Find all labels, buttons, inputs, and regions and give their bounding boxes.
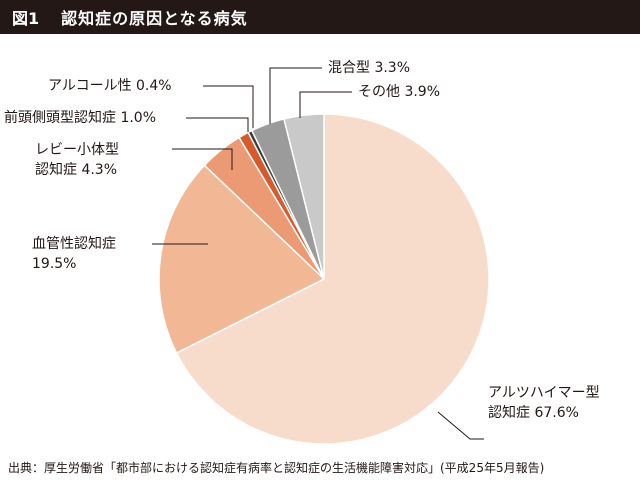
slice-label-3-line-1: レビー小体型 — [35, 142, 119, 158]
leader-line-7 — [299, 91, 352, 118]
source-note: 出典：厚生労働省「都市部における認知症有病率と認知症の生活機能障害対応」(平成2… — [8, 461, 545, 475]
pie-slice-1 — [175, 113, 490, 445]
slice-label-1-line-2: 認知症 67.6% — [488, 404, 579, 421]
figure-number: 図1 — [12, 9, 40, 28]
leader-line-5 — [203, 85, 254, 128]
leader-line-4 — [186, 117, 249, 132]
slice-label-2-line-2: 19.5% — [32, 256, 76, 272]
pie-slice-7 — [283, 113, 325, 280]
leader-line-1 — [437, 411, 484, 440]
figure-title: 認知症の原因となる病気 — [61, 9, 248, 28]
slice-label-7-line-1: その他 3.9% — [358, 84, 440, 100]
slice-label-2-line-1: 血管性認知症 — [32, 235, 116, 252]
title-bar: 図1 認知症の原因となる病気 — [0, 0, 640, 34]
slice-label-1-line-1: アルツハイマー型 — [488, 385, 600, 401]
leader-line-3 — [172, 148, 233, 170]
leader-line-6 — [269, 67, 322, 124]
slice-label-5-line-1: アルコール性 0.4% — [48, 78, 172, 94]
slice-label-3-line-2: 認知症 4.3% — [35, 161, 117, 178]
slice-label-6-line-1: 混合型 3.3% — [328, 60, 410, 76]
pie-slice-2 — [158, 164, 326, 354]
slice-label-4-line-1: 前頭側頭型認知症 1.0% — [4, 109, 156, 126]
